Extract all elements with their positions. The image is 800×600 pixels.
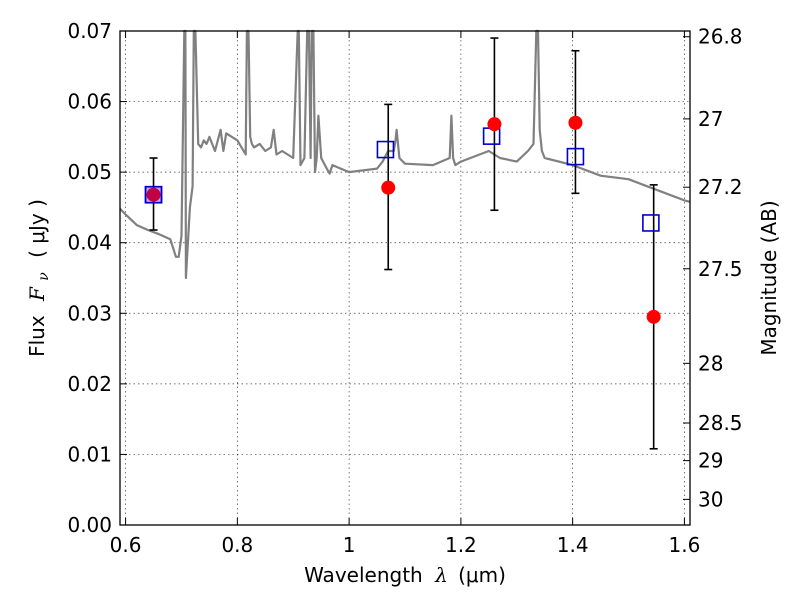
x-tick-label: 1.2 bbox=[445, 533, 477, 557]
model-photometry-square bbox=[566, 147, 585, 166]
observed-flux-point bbox=[381, 180, 396, 195]
x-tick-label: 0.6 bbox=[110, 533, 142, 557]
right-axis-title: Magnitude (AB) bbox=[757, 200, 781, 355]
model-photometry-square bbox=[376, 140, 395, 159]
y-axis-title-unit: ( μJy ) bbox=[25, 199, 49, 258]
right-tick-label: 27.5 bbox=[698, 257, 743, 281]
x-tick-label: 1.4 bbox=[557, 533, 589, 557]
y-tick-label: 0.00 bbox=[67, 513, 112, 537]
observed-flux-point bbox=[568, 115, 583, 130]
right-tick-label: 28.5 bbox=[698, 411, 743, 435]
y-tick-label: 0.01 bbox=[67, 442, 112, 466]
right-tick-label: 27.2 bbox=[698, 175, 743, 199]
x-axis-title: Wavelength λ (μm) bbox=[304, 563, 506, 587]
x-axis-ticks: 0.6 0.8 1 1.2 1.4 1.6 bbox=[110, 31, 701, 557]
y-tick-label: 0.06 bbox=[67, 90, 112, 114]
x-axis-title-unit: (μm) bbox=[458, 563, 506, 587]
x-tick-label: 0.8 bbox=[221, 533, 253, 557]
y-axis-title: Flux F ν ( μJy ) bbox=[25, 199, 53, 357]
y-axis-ticks: 0.00 0.01 0.02 0.03 0.04 0.05 0.06 0.07 bbox=[67, 19, 127, 537]
y-tick-label: 0.02 bbox=[67, 372, 112, 396]
right-tick-label: 27 bbox=[698, 107, 723, 131]
right-axis-ticks: 26.8 27 27.2 27.5 28 28.5 29 30 bbox=[683, 25, 743, 511]
x-tick-label: 1.6 bbox=[669, 533, 701, 557]
plot-area-background bbox=[120, 31, 690, 525]
model-photometry-square bbox=[642, 214, 660, 232]
x-axis-title-symbol: λ bbox=[434, 563, 448, 587]
observed-flux-point bbox=[487, 117, 502, 132]
y-tick-label: 0.03 bbox=[67, 301, 112, 325]
plot-frame bbox=[119, 30, 691, 526]
observed-flux-point bbox=[646, 309, 661, 324]
y-axis-title-symbol: F bbox=[25, 286, 49, 302]
model-photometry-square-overlap bbox=[144, 185, 163, 204]
observed-flux-point bbox=[146, 187, 161, 202]
right-tick-label: 30 bbox=[698, 487, 723, 511]
y-axis-title-subscript: ν bbox=[36, 272, 52, 281]
x-tick-label: 1 bbox=[343, 533, 356, 557]
right-tick-label: 29 bbox=[698, 449, 723, 473]
y-tick-label: 0.05 bbox=[67, 160, 112, 184]
right-tick-label: 28 bbox=[698, 351, 723, 375]
observed-flux-series bbox=[144, 115, 661, 324]
x-axis-title-text: Wavelength bbox=[304, 563, 423, 587]
right-tick-label: 26.8 bbox=[698, 25, 743, 49]
y-tick-label: 0.04 bbox=[67, 231, 112, 255]
y-tick-label: 0.07 bbox=[67, 19, 112, 43]
y-axis-title-text: Flux bbox=[25, 315, 49, 357]
